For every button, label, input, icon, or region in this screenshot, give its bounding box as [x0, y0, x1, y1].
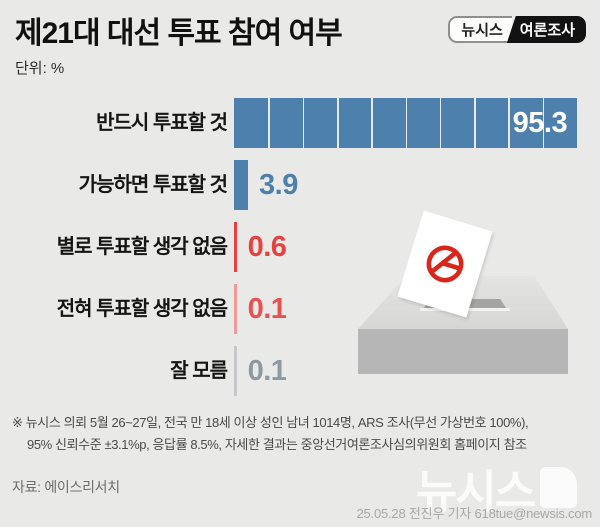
footnote-line-2: 95% 신뢰수준 ±3.1%p, 응답률 8.5%, 자세한 결과는 중앙선거여…: [27, 437, 527, 452]
ballot-box-front: [358, 329, 568, 374]
vote-stamp-icon: [426, 245, 464, 283]
bar-segment-gridline: [268, 98, 270, 148]
badge-brand: 뉴시스: [448, 16, 512, 43]
bar-segment-gridline: [405, 98, 408, 148]
chart-row: 반드시 투표할 것 95.3: [0, 98, 600, 148]
chart-row: 가능하면 투표할 것 3.9: [0, 160, 600, 210]
survey-footnote: ※ 뉴시스 의뢰 5월 26~27일, 전국 만 18세 이상 성인 남녀 10…: [12, 412, 594, 456]
bar-segment-gridline: [474, 98, 476, 148]
category-label: 반드시 투표할 것: [96, 112, 228, 134]
bar: [234, 284, 237, 334]
bar-segment-gridline: [336, 98, 339, 148]
value-label: 0.6: [247, 231, 287, 263]
bar: [234, 346, 237, 396]
ballot-box-illustration: [350, 210, 578, 398]
category-label: 잘 모름: [170, 360, 228, 382]
newsis-logo-mark: [540, 467, 578, 508]
footnote-line-1: ※ 뉴시스 의뢰 5월 26~27일, 전국 만 18세 이상 성인 남녀 10…: [12, 415, 529, 430]
reporter-credit: 25.05.28 전진우 기자 618tue@newsis.com: [356, 506, 592, 521]
bar-chart: 반드시 투표할 것 95.3 가능하면 투표할 것 3.9 별로 투표할 생각 …: [0, 98, 600, 408]
ballot-paper: [397, 210, 493, 318]
category-label: 별로 투표할 생각 없음: [56, 236, 228, 258]
chart-row: 잘 모름 0.1: [0, 346, 600, 396]
bar-segment-gridline: [508, 98, 511, 148]
category-label: 전혀 투표할 생각 없음: [56, 298, 228, 320]
bar: [234, 98, 578, 148]
value-label: 3.9: [259, 169, 298, 201]
bar-segment-gridline: [302, 98, 305, 148]
unit-label: 단위: %: [15, 60, 65, 77]
value-label: 0.1: [247, 293, 287, 325]
page-title: 제21대 대선 투표 참여 여부: [15, 17, 343, 50]
category-label: 가능하면 투표할 것: [78, 174, 228, 196]
bar-segment-gridline: [542, 98, 545, 148]
source-label: 자료: 에이스리서치: [12, 479, 120, 495]
bar-segment-gridline: [439, 98, 442, 148]
bar: [234, 160, 249, 210]
bar-segment-gridline: [371, 98, 373, 148]
newsis-poll-badge: 뉴시스 여론조사: [448, 16, 586, 43]
chart-row: 전혀 투표할 생각 없음 0.1: [0, 284, 600, 334]
chart-row: 별로 투표할 생각 없음 0.6: [0, 222, 600, 272]
value-label: 95.3: [512, 107, 568, 139]
value-label: 0.1: [247, 355, 287, 387]
bar: [234, 222, 237, 272]
badge-label: 여론조사: [506, 16, 586, 43]
